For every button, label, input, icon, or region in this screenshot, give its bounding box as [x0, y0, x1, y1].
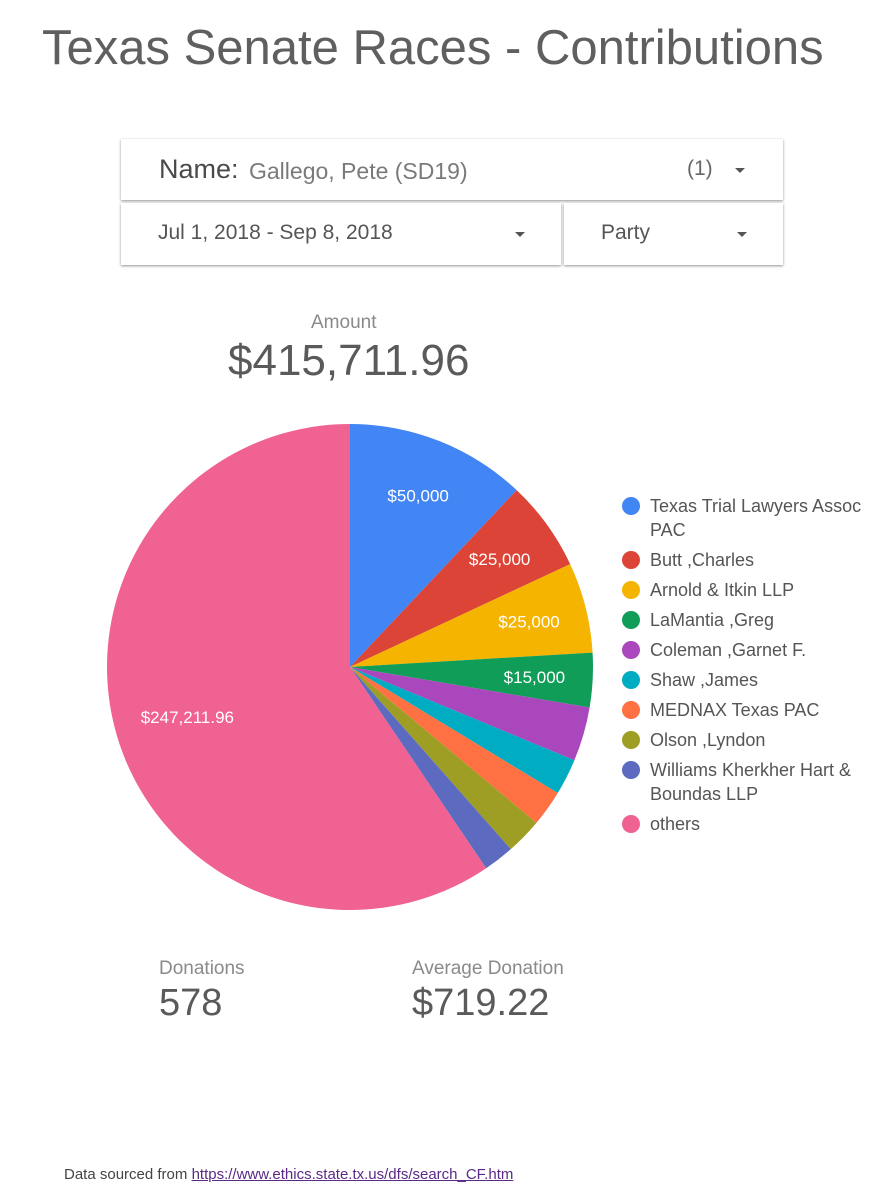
source-link[interactable]: https://www.ethics.state.tx.us/dfs/searc… — [191, 1166, 514, 1183]
chevron-down-icon[interactable] — [737, 232, 747, 237]
legend-swatch — [622, 701, 640, 719]
legend-swatch — [622, 641, 640, 659]
legend-swatch — [622, 497, 640, 515]
legend-label: LaMantia ,Greg — [650, 610, 775, 630]
legend-label: others — [650, 814, 701, 834]
legend-item[interactable]: Olson ,Lyndon — [622, 728, 884, 752]
party-filter[interactable]: Party — [564, 203, 783, 265]
legend-label: MEDNAX Texas PAC — [650, 700, 820, 720]
chevron-down-icon[interactable] — [735, 168, 745, 173]
legend-item[interactable]: Coleman ,Garnet F. — [622, 638, 884, 662]
legend-item[interactable]: others — [622, 812, 884, 836]
name-filter-count: (1) — [687, 157, 713, 180]
pie-slice-7[interactable] — [350, 667, 537, 850]
average-donation-value: $719.22 — [412, 982, 550, 1024]
legend-label: Williams Kherkher Hart & Boundas LLP — [650, 760, 852, 804]
legend-item[interactable]: MEDNAX Texas PAC — [622, 698, 884, 722]
pie-slice-9[interactable] — [106, 424, 487, 910]
legend-label: Shaw ,James — [650, 670, 759, 690]
legend-swatch — [622, 581, 640, 599]
party-filter-label: Party — [601, 221, 651, 244]
pie-slice-1[interactable] — [350, 490, 571, 667]
amount-value: $415,711.96 — [228, 336, 470, 385]
legend-swatch — [622, 671, 640, 689]
pie-slice-8[interactable] — [350, 667, 511, 869]
legend-item[interactable]: Butt ,Charles — [622, 548, 884, 572]
chart-legend: Texas Trial Lawyers Assoc PAC Butt ,Charl… — [622, 494, 884, 842]
legend-item[interactable]: Texas Trial Lawyers Assoc PAC — [622, 494, 884, 542]
legend-label: Texas Trial Lawyers Assoc PAC — [650, 496, 862, 540]
average-donation-label: Average Donation — [412, 958, 564, 979]
legend-label: Butt ,Charles — [650, 550, 755, 570]
legend-swatch — [622, 815, 640, 833]
footer: Data sourced from https://www.ethics.sta… — [64, 1166, 513, 1183]
legend-swatch — [622, 551, 640, 569]
pie-slice-2[interactable] — [350, 564, 593, 667]
pie-slice-4[interactable] — [350, 667, 590, 761]
legend-label: Olson ,Lyndon — [650, 730, 766, 750]
legend-label: Arnold & Itkin LLP — [650, 580, 795, 600]
pie-slice-5[interactable] — [350, 667, 575, 794]
date-range-filter[interactable]: Jul 1, 2018 - Sep 8, 2018 — [121, 203, 561, 265]
legend-item[interactable]: LaMantia ,Greg — [622, 608, 884, 632]
date-range-value: Jul 1, 2018 - Sep 8, 2018 — [158, 221, 393, 244]
name-filter[interactable]: Name: Gallego, Pete (SD19) (1) — [121, 139, 783, 200]
legend-swatch — [622, 761, 640, 779]
legend-item[interactable]: Shaw ,James — [622, 668, 884, 692]
pie-slice-0[interactable] — [350, 424, 517, 667]
page-title: Texas Senate Races - Contributions — [42, 21, 824, 75]
pie-slice-6[interactable] — [350, 667, 558, 823]
legend-item[interactable]: Williams Kherkher Hart & Boundas LLP — [622, 758, 884, 806]
footer-prefix: Data sourced from — [64, 1166, 188, 1183]
amount-label: Amount — [311, 312, 377, 333]
chevron-down-icon[interactable] — [515, 232, 525, 237]
name-filter-value: Gallego, Pete (SD19) — [249, 158, 468, 184]
donations-value: 578 — [159, 982, 223, 1024]
legend-swatch — [622, 611, 640, 629]
legend-swatch — [622, 731, 640, 749]
legend-item[interactable]: Arnold & Itkin LLP — [622, 578, 884, 602]
donations-label: Donations — [159, 958, 245, 979]
legend-label: Coleman ,Garnet F. — [650, 640, 807, 660]
name-filter-label: Name: — [159, 154, 239, 184]
pie-slice-3[interactable] — [350, 652, 593, 708]
